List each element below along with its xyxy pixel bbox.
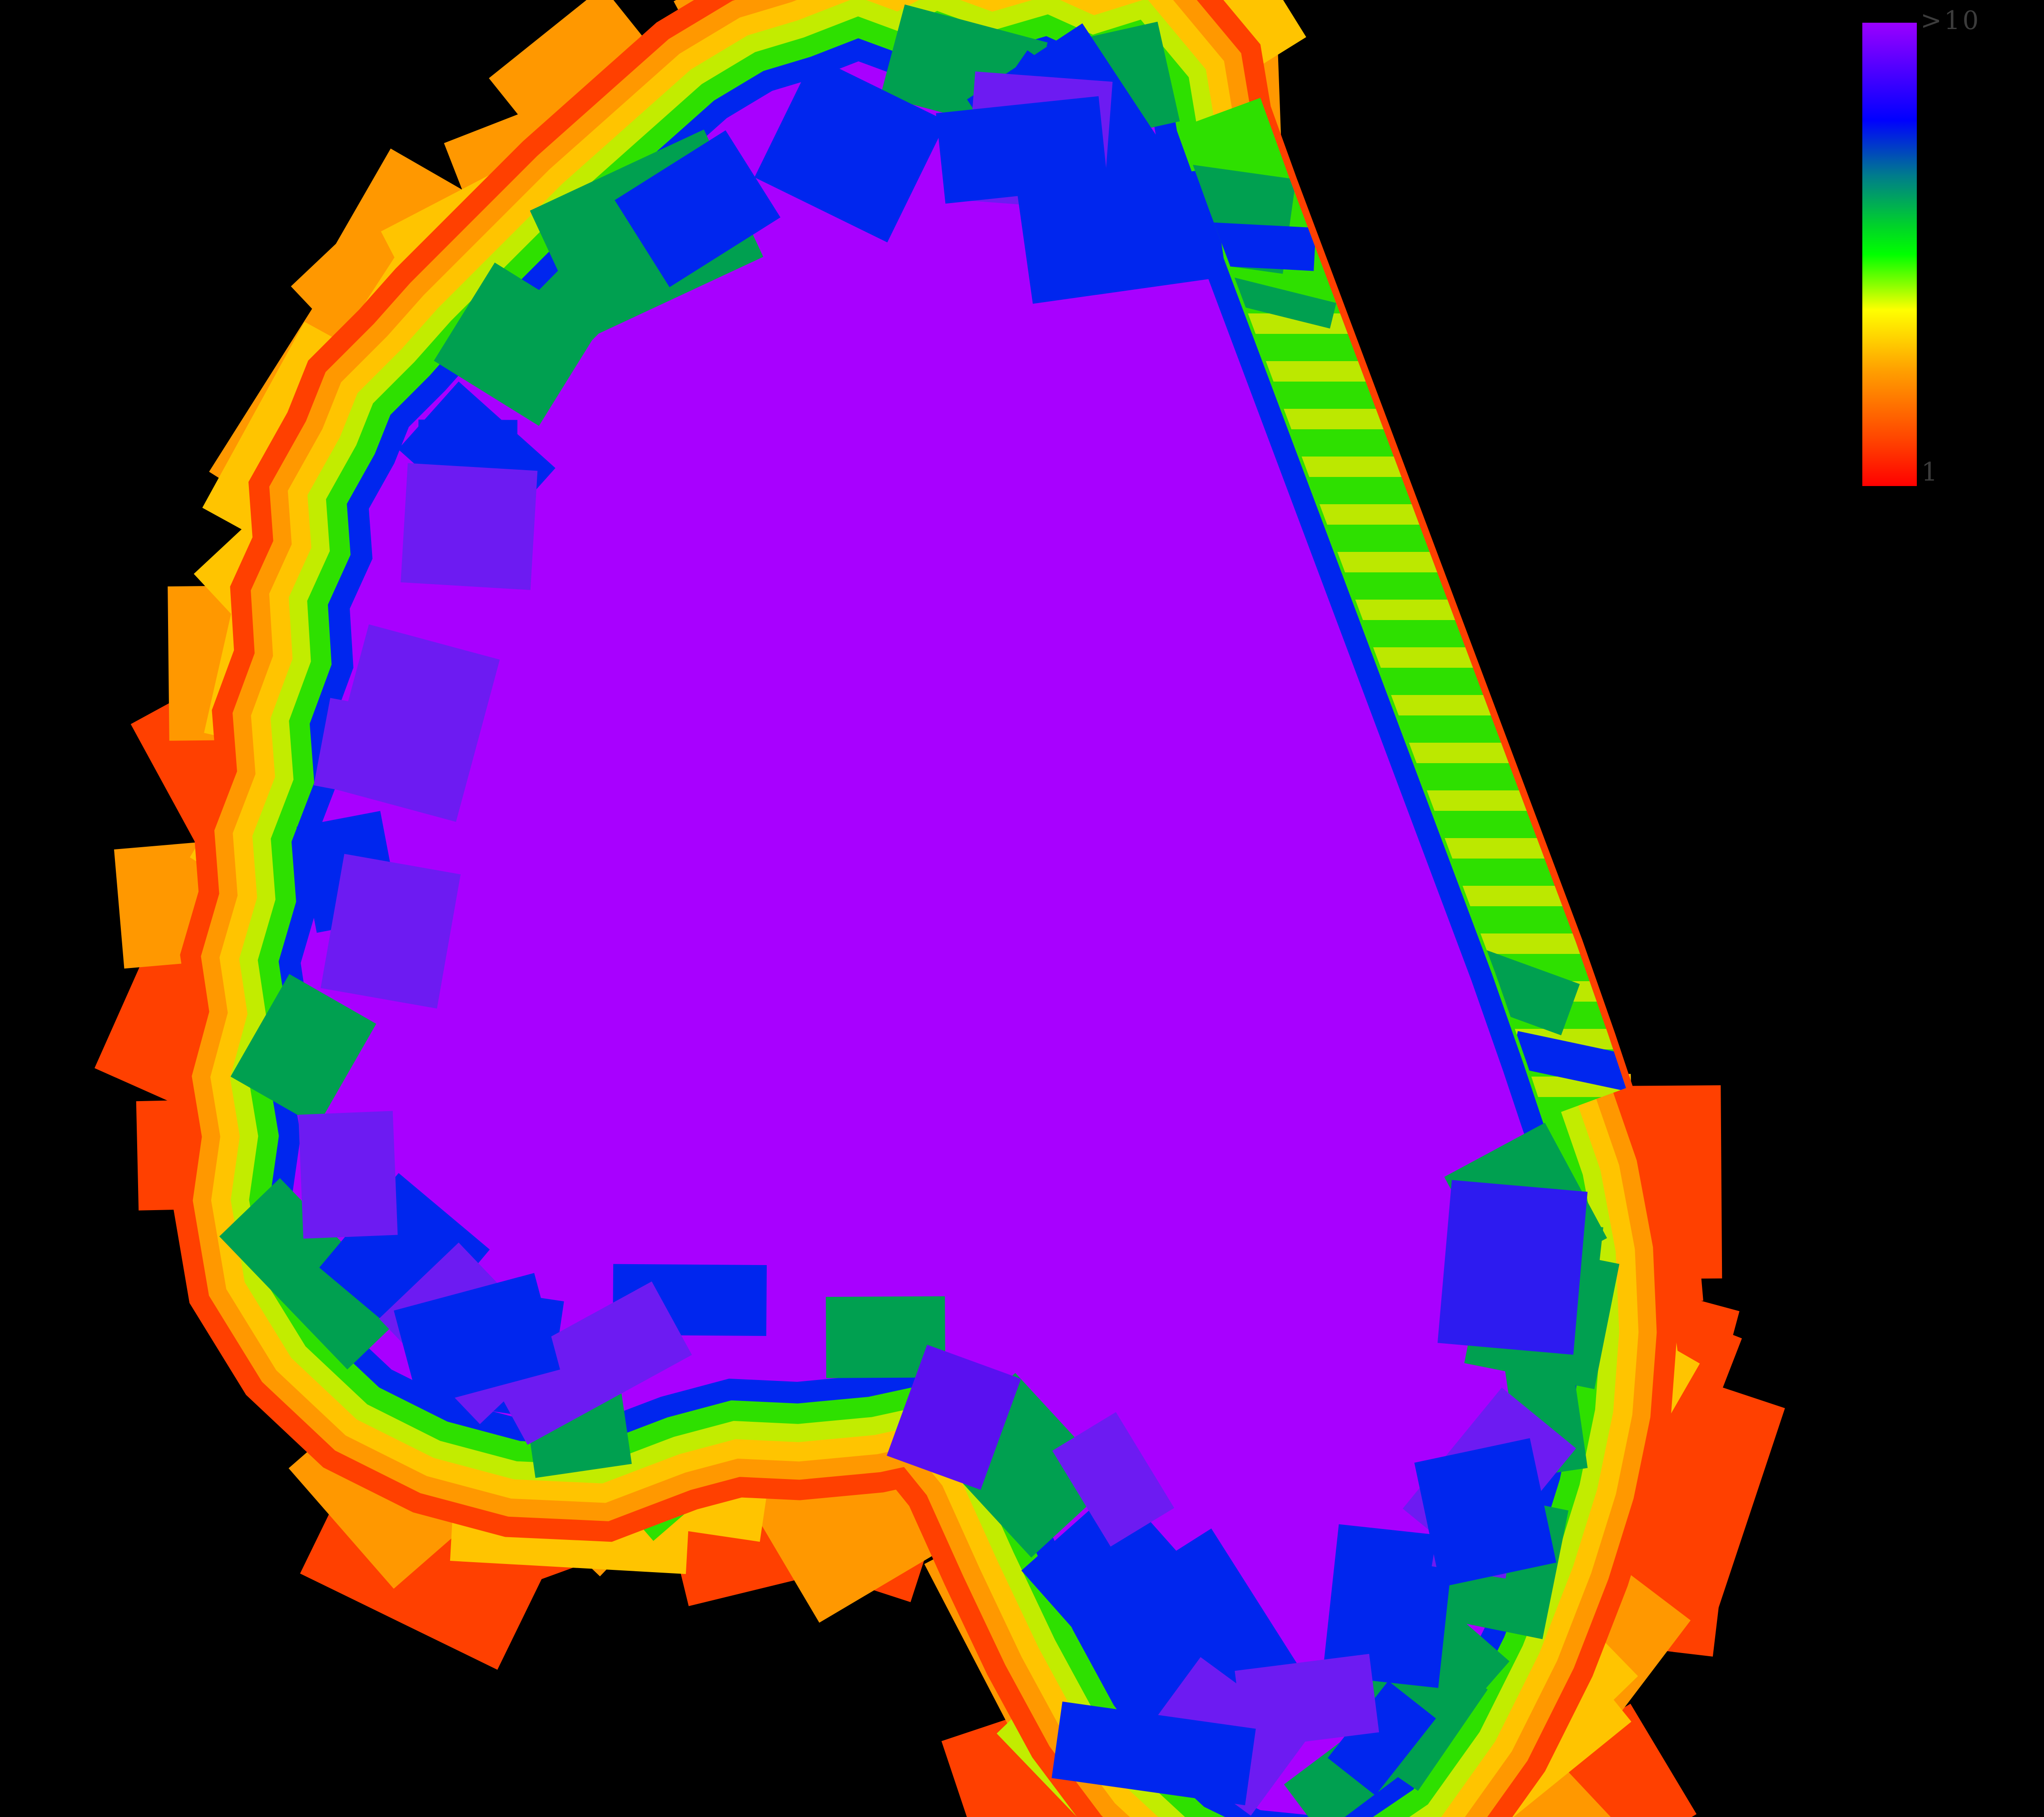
tile-footprint: [230, 974, 377, 1127]
tile-footprint: [298, 1111, 398, 1239]
tile-footprint: [1052, 1701, 1256, 1806]
tile-footprint: [487, 1281, 692, 1445]
tile-footprint: [319, 1173, 490, 1344]
tile-footprint: [826, 1296, 946, 1378]
tile-footprint: [1414, 1438, 1557, 1587]
tile-footprint: [936, 96, 1108, 204]
tile-footprint: [1021, 1485, 1215, 1680]
tile-footprint: [1017, 169, 1226, 304]
inner-feature-tiles: [320, 96, 1588, 1806]
tile-footprint: [887, 1345, 1021, 1490]
colorbar-gradient: [1862, 23, 1917, 486]
colorbar: >10 1: [1862, 8, 1979, 486]
tile-footprint: [325, 624, 500, 822]
tile-footprint: [320, 854, 461, 1009]
tile-footprint: [1437, 1180, 1588, 1355]
tile-footprint: [754, 56, 947, 243]
tile-footprint: [1406, 1724, 1624, 1817]
band-blue-stripe: [1510, 1031, 1626, 1095]
colorbar-min-label: 1: [1921, 457, 1940, 487]
tile-footprint: [1429, 1703, 1697, 1817]
tile-footprint: [401, 463, 538, 590]
tile-footprint: [1327, 1681, 1436, 1796]
tile-footprint: [219, 1178, 408, 1370]
tile-footprint: [1052, 1412, 1175, 1547]
tile-footprint: [615, 130, 781, 288]
tile-footprint: [393, 1273, 561, 1407]
tile-footprint: [1322, 1524, 1455, 1688]
colorbar-max-label: >10: [1920, 6, 1981, 35]
